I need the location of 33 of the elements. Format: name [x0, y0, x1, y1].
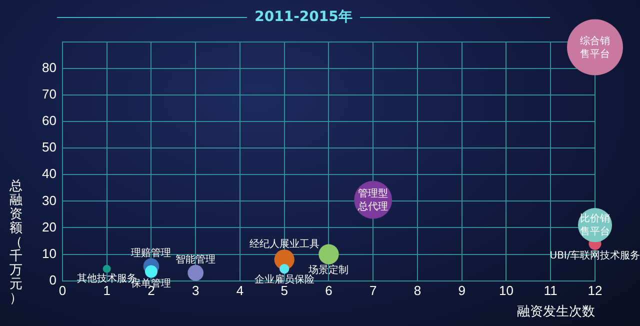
y-tick-label: 20	[42, 219, 56, 234]
x-tick-label: 5	[280, 283, 288, 298]
x-tick-label: 7	[369, 283, 377, 298]
series-label: 企业雇员保险	[254, 273, 314, 286]
x-tick-label: 8	[414, 283, 422, 298]
y-tick-label: 80	[42, 60, 56, 76]
series-label: 管理型总代理	[357, 187, 388, 212]
y-tick-label: 40	[42, 166, 56, 182]
chart-title: 2011-2015年	[254, 8, 352, 26]
y-tick-label: 10	[42, 246, 56, 261]
x-tick-label: 12	[588, 283, 602, 298]
x-tick-label: 4	[236, 283, 244, 298]
x-tick-label: 9	[458, 283, 466, 298]
series-label: 综合销售平台	[580, 34, 610, 60]
x-tick-label: 0	[58, 283, 66, 298]
y-tick-label: 60	[42, 113, 56, 128]
series-label: 经纪人展业工具	[249, 238, 320, 250]
y-tick-label: 0	[49, 272, 56, 288]
series-label: 场景定制	[308, 264, 349, 276]
y-tick-label: 70	[42, 86, 56, 102]
text: 总融资额（千万元）	[10, 179, 22, 306]
x-tick-label: 6	[325, 283, 332, 298]
x-tick-label: 10	[499, 283, 514, 298]
x-axis-title: 融资发生次数	[517, 304, 595, 320]
series-label: 智能管理	[176, 254, 216, 266]
x-tick-label: 1	[103, 283, 110, 298]
y-tick-label: 30	[42, 192, 56, 208]
series-label: 比价销售平台	[580, 212, 610, 238]
series-label: UBI/车联网技术服务	[550, 250, 640, 262]
x-tick-label: 3	[192, 283, 200, 298]
y-tick-label: 50	[42, 140, 56, 155]
x-tick-label: 11	[544, 283, 558, 298]
series-label: 理赔管理	[131, 246, 172, 259]
